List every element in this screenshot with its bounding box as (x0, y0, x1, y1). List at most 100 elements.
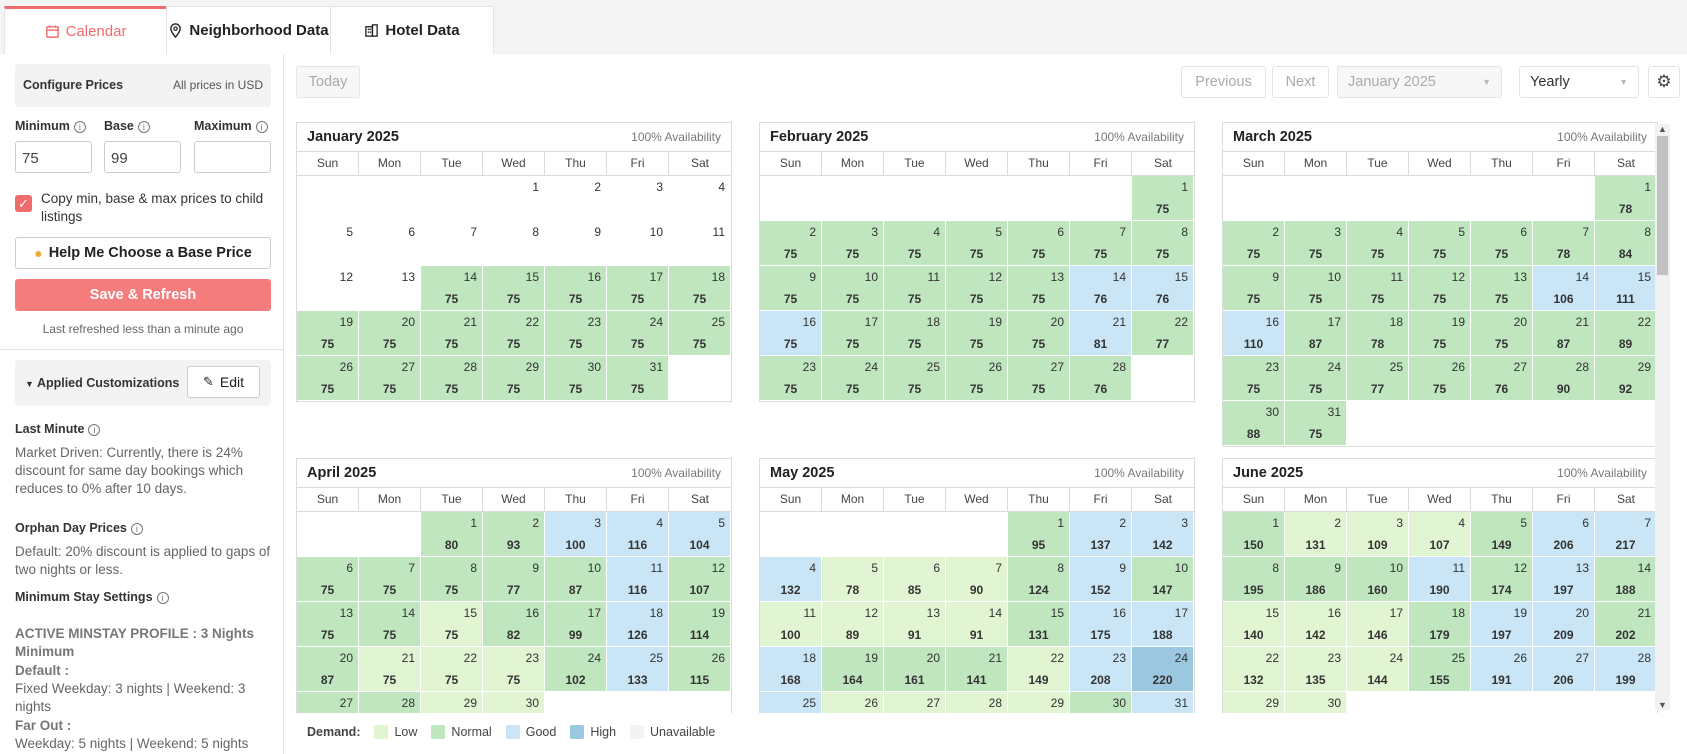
day-cell[interactable]: 9 77 (483, 557, 545, 602)
day-cell[interactable]: 15 111 (1595, 266, 1657, 311)
info-icon[interactable]: i (137, 120, 150, 133)
day-cell[interactable]: 5 75 (946, 221, 1008, 266)
edit-customizations-button[interactable]: ✎ Edit (187, 366, 260, 398)
day-cell[interactable]: 27 (884, 692, 946, 713)
day-cell[interactable]: 18 126 (607, 602, 669, 647)
settings-button[interactable]: ⚙ (1648, 66, 1680, 98)
day-cell[interactable]: 1 75 (1132, 176, 1194, 221)
day-cell[interactable]: 7 217 (1595, 512, 1657, 557)
day-cell[interactable]: 5 78 (822, 557, 884, 602)
day-cell[interactable]: 23 75 (483, 647, 545, 692)
minimum-input[interactable]: 75 (15, 141, 92, 173)
day-cell[interactable]: 16 142 (1285, 602, 1347, 647)
day-cell[interactable]: 3 109 (1347, 512, 1409, 557)
day-cell[interactable]: 20 161 (884, 647, 946, 692)
day-cell[interactable]: 3 100 (545, 512, 607, 557)
day-cell[interactable]: 4 116 (607, 512, 669, 557)
day-cell[interactable]: 6 75 (1471, 221, 1533, 266)
day-cell[interactable]: 29 (1223, 692, 1285, 713)
day-cell[interactable]: 3 (607, 176, 669, 221)
day-cell[interactable]: 14 76 (1070, 266, 1132, 311)
day-cell[interactable]: 16 175 (1070, 602, 1132, 647)
day-cell[interactable]: 29 75 (483, 356, 545, 401)
view-select[interactable]: Yearly ▼ (1519, 66, 1639, 98)
scroll-down-icon[interactable]: ▼ (1658, 700, 1667, 710)
day-cell[interactable]: 9 152 (1070, 557, 1132, 602)
day-cell[interactable]: 8 (483, 221, 545, 266)
day-cell[interactable]: 17 75 (607, 266, 669, 311)
day-cell[interactable]: 12 75 (946, 266, 1008, 311)
day-cell[interactable]: 29 92 (1595, 356, 1657, 401)
day-cell[interactable]: 10 147 (1132, 557, 1194, 602)
day-cell[interactable]: 1 95 (1008, 512, 1070, 557)
day-cell[interactable]: 18 168 (760, 647, 822, 692)
day-cell[interactable]: 9 75 (1223, 266, 1285, 311)
day-cell[interactable]: 19 114 (669, 602, 731, 647)
day-cell[interactable]: 22 149 (1008, 647, 1070, 692)
day-cell[interactable]: 19 75 (297, 311, 359, 356)
day-cell[interactable]: 5 149 (1471, 512, 1533, 557)
day-cell[interactable]: 23 75 (760, 356, 822, 401)
day-cell[interactable]: 2 (545, 176, 607, 221)
info-icon[interactable]: i (88, 423, 101, 436)
tab-hotel-data[interactable]: Hotel Data (330, 6, 494, 54)
day-cell[interactable]: 1 78 (1595, 176, 1657, 221)
previous-button[interactable]: Previous (1181, 66, 1266, 98)
day-cell[interactable]: 25 75 (884, 356, 946, 401)
day-cell[interactable]: 7 78 (1533, 221, 1595, 266)
day-cell[interactable]: 27 206 (1533, 647, 1595, 692)
day-cell[interactable]: 20 209 (1533, 602, 1595, 647)
day-cell[interactable]: 1 150 (1223, 512, 1285, 557)
day-cell[interactable]: 9 186 (1285, 557, 1347, 602)
day-cell[interactable]: 25 77 (1347, 356, 1409, 401)
day-cell[interactable]: 6 75 (297, 557, 359, 602)
maximum-input[interactable] (194, 141, 271, 173)
day-cell[interactable]: 5 104 (669, 512, 731, 557)
next-button[interactable]: Next (1272, 66, 1329, 98)
day-cell[interactable]: 14 188 (1595, 557, 1657, 602)
day-cell[interactable]: 1 (483, 176, 545, 221)
day-cell[interactable]: 11 75 (884, 266, 946, 311)
day-cell[interactable]: 11 190 (1409, 557, 1471, 602)
info-icon[interactable]: i (73, 120, 86, 133)
day-cell[interactable]: 5 75 (1409, 221, 1471, 266)
day-cell[interactable]: 24 220 (1132, 647, 1194, 692)
day-cell[interactable]: 22 75 (483, 311, 545, 356)
day-cell[interactable]: 24 75 (607, 311, 669, 356)
day-cell[interactable]: 23 75 (545, 311, 607, 356)
day-cell[interactable]: 2 137 (1070, 512, 1132, 557)
day-cell[interactable]: 17 87 (1285, 311, 1347, 356)
scroll-up-icon[interactable]: ▲ (1658, 124, 1667, 134)
day-cell[interactable]: 24 144 (1347, 647, 1409, 692)
day-cell[interactable]: 10 (607, 221, 669, 266)
day-cell[interactable]: 8 124 (1008, 557, 1070, 602)
day-cell[interactable]: 26 75 (1409, 356, 1471, 401)
day-cell[interactable]: 15 140 (1223, 602, 1285, 647)
day-cell[interactable]: 7 75 (359, 557, 421, 602)
day-cell[interactable]: 4 107 (1409, 512, 1471, 557)
day-cell[interactable]: 27 75 (359, 356, 421, 401)
day-cell[interactable]: 21 141 (946, 647, 1008, 692)
info-icon[interactable]: i (156, 591, 169, 604)
day-cell[interactable]: 20 75 (1471, 311, 1533, 356)
day-cell[interactable]: 17 99 (545, 602, 607, 647)
day-cell[interactable]: 20 75 (1008, 311, 1070, 356)
copy-prices-checkbox[interactable]: ✓ (15, 195, 32, 212)
day-cell[interactable]: 22 75 (421, 647, 483, 692)
day-cell[interactable]: 15 76 (1132, 266, 1194, 311)
day-cell[interactable]: 15 75 (483, 266, 545, 311)
day-cell[interactable]: 2 131 (1285, 512, 1347, 557)
day-cell[interactable]: 7 75 (1070, 221, 1132, 266)
day-cell[interactable]: 6 85 (884, 557, 946, 602)
day-cell[interactable]: 25 (760, 692, 822, 713)
day-cell[interactable]: 12 174 (1471, 557, 1533, 602)
day-cell[interactable]: 13 91 (884, 602, 946, 647)
day-cell[interactable]: 11 (669, 221, 731, 266)
day-cell[interactable]: 3 75 (822, 221, 884, 266)
day-cell[interactable]: 26 75 (297, 356, 359, 401)
day-cell[interactable]: 28 76 (1070, 356, 1132, 401)
day-cell[interactable]: 23 135 (1285, 647, 1347, 692)
day-cell[interactable]: 19 75 (946, 311, 1008, 356)
day-cell[interactable]: 25 133 (607, 647, 669, 692)
day-cell[interactable]: 17 146 (1347, 602, 1409, 647)
